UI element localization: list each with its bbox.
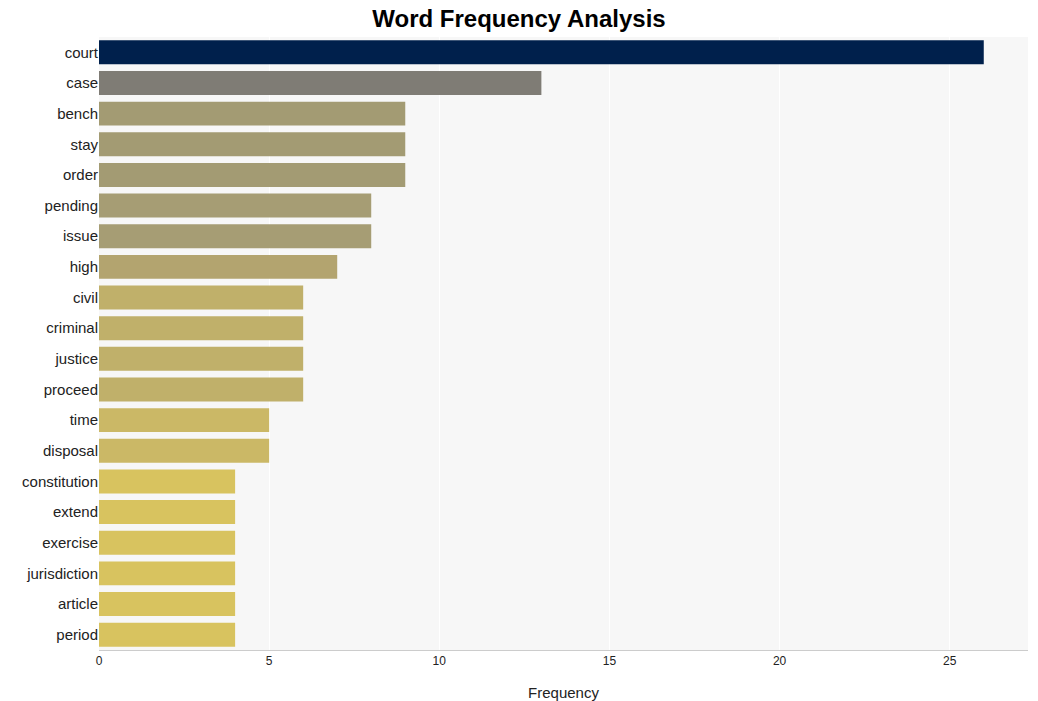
- svg-text:period: period: [56, 626, 98, 643]
- svg-text:case: case: [66, 74, 98, 91]
- svg-text:0: 0: [96, 654, 103, 668]
- svg-text:bench: bench: [57, 105, 98, 122]
- svg-text:issue: issue: [63, 227, 98, 244]
- svg-text:order: order: [63, 166, 98, 183]
- svg-text:civil: civil: [73, 289, 98, 306]
- svg-text:Frequency: Frequency: [528, 684, 599, 701]
- svg-text:extend: extend: [53, 503, 98, 520]
- svg-text:criminal: criminal: [46, 319, 98, 336]
- svg-text:15: 15: [603, 654, 617, 668]
- svg-text:article: article: [58, 595, 98, 612]
- svg-text:5: 5: [266, 654, 273, 668]
- svg-text:pending: pending: [45, 197, 98, 214]
- svg-text:10: 10: [433, 654, 447, 668]
- svg-text:disposal: disposal: [43, 442, 98, 459]
- svg-text:Word Frequency Analysis: Word Frequency Analysis: [372, 5, 665, 32]
- svg-text:25: 25: [943, 654, 957, 668]
- svg-text:20: 20: [773, 654, 787, 668]
- svg-text:constitution: constitution: [22, 473, 98, 490]
- svg-text:stay: stay: [70, 136, 98, 153]
- svg-text:court: court: [65, 44, 99, 61]
- svg-text:justice: justice: [54, 350, 98, 367]
- svg-text:proceed: proceed: [44, 381, 98, 398]
- svg-text:time: time: [70, 411, 98, 428]
- svg-text:jurisdiction: jurisdiction: [26, 565, 98, 582]
- svg-text:exercise: exercise: [42, 534, 98, 551]
- svg-text:high: high: [70, 258, 98, 275]
